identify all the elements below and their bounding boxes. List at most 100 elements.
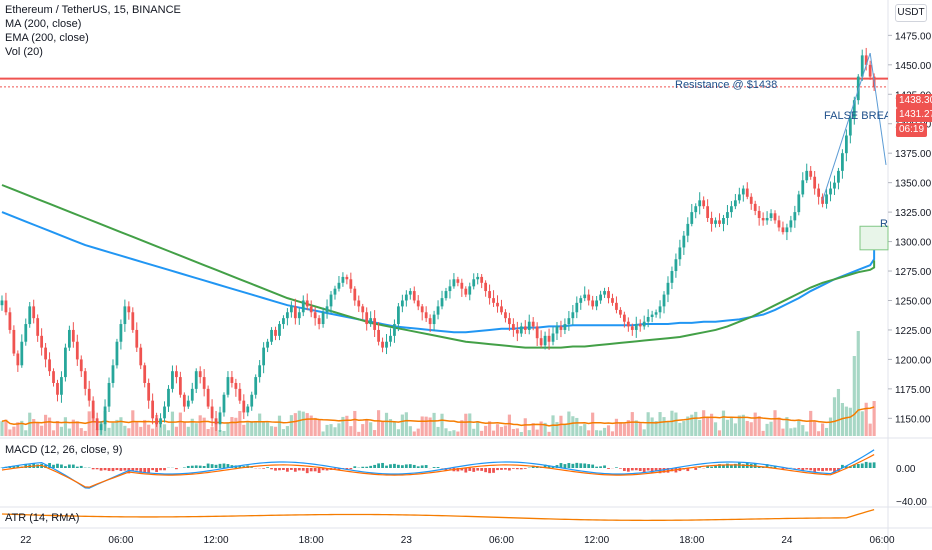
volume-bar [388,419,393,436]
macd-histogram-bar [670,468,674,472]
macd-histogram-bar [123,468,127,471]
candle-body [107,382,111,407]
candle-body [16,353,20,366]
macd-histogram-bar [206,463,210,468]
macd-histogram-bar [400,465,404,468]
candle-body [135,329,139,348]
macd-histogram-bar [706,465,710,468]
macd-histogram-bar [48,463,51,468]
candle-body [733,200,737,207]
candle-body [480,276,484,283]
macd-label[interactable]: MACD (12, 26, close, 9) [5,444,123,456]
volume-bar [361,424,365,436]
volume-bar [690,414,694,436]
x-tick-label: 12:00 [204,535,229,546]
volume-bar [313,417,317,436]
volume-bar [464,413,468,436]
volume-bar [210,427,214,436]
candle-body [32,306,36,319]
macd-histogram-bar [262,468,266,469]
macd-histogram-bar [369,465,373,468]
macd-histogram-bar [321,468,325,471]
macd-histogram-bar [868,462,872,468]
macd-histogram-bar [274,468,277,471]
macd-histogram-bar [714,465,717,468]
volume-bar [733,423,737,436]
macd-histogram-bar [416,466,420,468]
volume-bar [476,421,480,436]
volume-bar [32,419,36,436]
candle-body [626,321,630,327]
candle-body [293,306,297,319]
volume-bar [765,423,769,436]
candle-body [666,282,670,295]
x-tick-label: 12:00 [584,535,609,546]
volume-bar [678,422,682,436]
macd-histogram-bar [317,468,321,473]
volume-bar [242,424,246,436]
candle-body [741,188,745,195]
candle-body [24,324,28,342]
trend-up-line [822,52,871,201]
ma-indicator-label[interactable]: MA (200, close) [5,18,82,30]
macd-histogram-bar [468,468,472,471]
volume-bar [555,422,559,436]
candle-body [139,347,143,366]
volume-bar [602,427,607,436]
volume-bar [856,331,860,436]
volume-bar [250,421,254,436]
volume-bar [230,417,234,436]
projection-line [869,52,887,166]
currency-button[interactable]: USDT [895,4,927,22]
candle-body [619,309,622,315]
macd-histogram-bar [583,463,587,468]
candle-body [171,371,174,389]
macd-histogram-bar [464,468,468,473]
candle-body [833,182,836,189]
macd-histogram-bar [559,463,563,468]
symbol-title: Ethereum / TetherUS, 15, BINANCE [5,4,181,16]
volume-bar [202,417,206,436]
macd-histogram-bar [226,464,230,468]
volume-bar [158,424,163,436]
candle-body [198,371,202,378]
candle-body [393,324,396,336]
macd-histogram-bar [420,465,424,468]
candle-body [210,406,214,419]
volume-bar [769,421,773,436]
volume-bar [222,430,226,436]
macd-histogram-bar [313,468,317,472]
atr-label[interactable]: ATR (14, RMA) [5,512,80,524]
volume-bar [408,426,412,436]
volume-bar [805,431,809,436]
volume-bar [218,430,222,436]
macd-histogram-bar [852,464,856,468]
candle-body [456,279,460,283]
volume-bar [650,417,654,436]
macd-histogram-bar [377,463,380,468]
volume-bar [384,412,389,436]
ema-indicator-label[interactable]: EMA (200, close) [5,32,89,44]
volume-bar [289,415,293,436]
volume-bar [563,424,567,436]
volume-bar [12,426,16,436]
candle-body [539,338,543,346]
candle-body [194,371,198,389]
macd-histogram-bar [722,464,725,468]
candle-body [551,333,555,342]
y-tick-label: 1300.00 [895,238,932,249]
candle-body [844,135,848,154]
candle-body [186,400,190,407]
candle-body [781,227,785,233]
candle-body [575,302,579,313]
volume-bar [559,415,563,436]
macd-histogram-bar [436,467,440,468]
macd-histogram-bar [266,467,269,468]
macd-histogram-bar [182,467,186,468]
candle-body [282,318,285,325]
candle-body [801,180,805,195]
candle-body [56,382,59,395]
volume-indicator-label[interactable]: Vol (20) [5,46,43,58]
candle-body [357,300,361,307]
